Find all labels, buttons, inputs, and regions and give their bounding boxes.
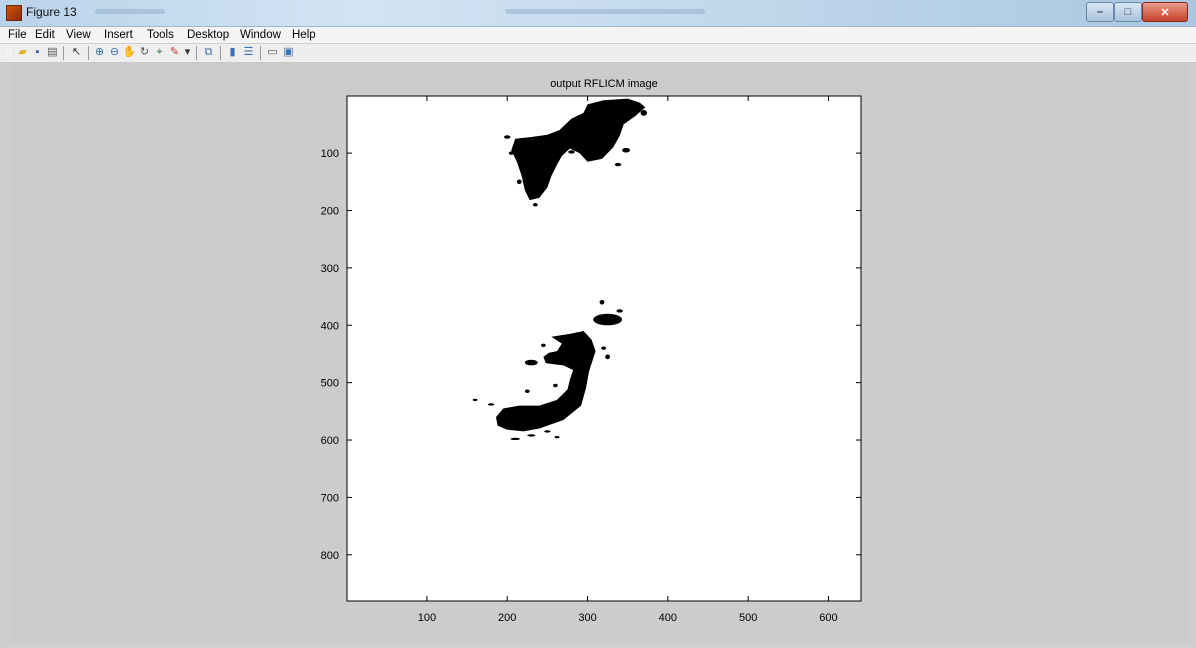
edit-plot-arrow-icon[interactable]: ↖: [71, 46, 82, 58]
menu-help[interactable]: Help: [292, 29, 316, 41]
menu-desktop[interactable]: Desktop: [187, 29, 230, 41]
menu-bar: File Edit View Insert Tools Desktop Wind…: [0, 27, 1196, 43]
rotate-3d-icon[interactable]: ↻: [139, 46, 150, 58]
window-title: Figure 13: [26, 5, 77, 19]
toolbar-separator: [260, 46, 261, 60]
image-blob: [508, 151, 514, 155]
pan-icon[interactable]: ✋: [122, 46, 137, 58]
image-blob: [605, 354, 611, 360]
upper-region: [511, 98, 646, 201]
y-tick-label: 100: [321, 148, 339, 160]
insert-colorbar-icon[interactable]: ▮: [229, 46, 236, 58]
maximize-button[interactable]: □: [1114, 2, 1142, 22]
y-tick-label: 800: [321, 550, 339, 562]
new-figure-icon[interactable]: ▯: [5, 46, 12, 58]
window-titlebar: Figure 13 – □ ✕: [0, 0, 1196, 27]
menu-file[interactable]: File: [8, 29, 27, 41]
image-blob: [516, 179, 522, 185]
y-tick-label: 400: [321, 320, 339, 332]
image-blob: [640, 110, 647, 116]
x-tick-label: 100: [418, 612, 436, 624]
brush-dropdown-icon[interactable]: ▾: [184, 46, 191, 58]
image-blob: [510, 437, 521, 441]
menu-view[interactable]: View: [66, 29, 91, 41]
x-tick-label: 500: [739, 612, 757, 624]
figure-svg: output RFLICM image 100 200 300 400 500 60010…: [321, 78, 862, 624]
toolbar-separator: [63, 46, 64, 60]
toolbar-separator: [220, 46, 221, 60]
print-icon[interactable]: ▤: [47, 46, 58, 58]
insert-legend-icon[interactable]: ☰: [243, 46, 254, 58]
save-icon[interactable]: ▪: [35, 46, 40, 58]
blurred-taskbar-text: [95, 9, 165, 14]
toolbar-separator: [88, 46, 89, 60]
image-blob: [583, 137, 589, 141]
y-tick-label: 600: [321, 435, 339, 447]
hide-plot-tools-icon[interactable]: ▭: [267, 46, 278, 58]
matlab-figure-icon: [6, 5, 22, 21]
image-blob: [527, 434, 536, 437]
image-blob: [487, 403, 495, 406]
image-layer: [472, 98, 647, 441]
x-tick-label: 600: [819, 612, 837, 624]
menu-tools[interactable]: Tools: [147, 29, 174, 41]
image-blob: [554, 436, 560, 439]
image-blob: [572, 345, 579, 351]
tick-layer: 100 200 300 400 500 600 100 200 300 400 500 600 700 8…: [321, 96, 861, 624]
y-tick-label: 200: [321, 205, 339, 217]
toolbar-separator: [196, 46, 197, 60]
x-tick-label: 400: [659, 612, 677, 624]
y-tick-label: 700: [321, 492, 339, 504]
figure-toolbar: ▯ ▰ ▪ ▤ ↖ ⊕ ⊖ ✋ ↻ ⌖ ✎ ▾ ⧉ ▮ ☰ ▭ ▣: [0, 44, 1196, 63]
y-tick-label: 500: [321, 378, 339, 390]
y-tick-label: 300: [321, 263, 339, 275]
zoom-out-icon[interactable]: ⊖: [109, 46, 120, 58]
image-blob: [593, 313, 623, 326]
lower-region: [495, 330, 596, 432]
close-button[interactable]: ✕: [1142, 2, 1188, 22]
image-blob: [544, 430, 551, 433]
image-blob: [601, 346, 607, 350]
zoom-in-icon[interactable]: ⊕: [94, 46, 105, 58]
image-blob: [614, 162, 622, 167]
menu-window[interactable]: Window: [240, 29, 281, 41]
image-blob: [616, 309, 623, 313]
image-blob: [593, 128, 601, 134]
image-blob: [568, 150, 575, 154]
open-file-icon[interactable]: ▰: [18, 46, 27, 58]
x-tick-label: 200: [498, 612, 516, 624]
image-blob: [553, 383, 558, 388]
minimize-button[interactable]: –: [1086, 2, 1114, 22]
figure-canvas: output RFLICM image 100 200 300 400 500 600 10…: [10, 63, 1190, 643]
link-plot-icon[interactable]: ⧉: [204, 46, 213, 58]
blurred-taskbar-text: [505, 9, 705, 14]
image-blob: [540, 343, 546, 348]
image-blob: [532, 203, 538, 207]
image-blob: [524, 389, 530, 393]
menu-insert[interactable]: Insert: [104, 29, 133, 41]
image-blob: [599, 300, 605, 305]
data-cursor-icon[interactable]: ⌖: [156, 46, 163, 58]
image-blob: [622, 147, 631, 153]
show-plot-tools-icon[interactable]: ▣: [283, 46, 294, 58]
image-blob: [524, 359, 538, 366]
menu-edit[interactable]: Edit: [35, 29, 55, 41]
image-blob: [504, 135, 511, 139]
brush-icon[interactable]: ✎: [169, 46, 180, 58]
x-tick-label: 300: [578, 612, 596, 624]
image-blob: [472, 398, 478, 402]
axes-title: output RFLICM image: [550, 78, 658, 90]
